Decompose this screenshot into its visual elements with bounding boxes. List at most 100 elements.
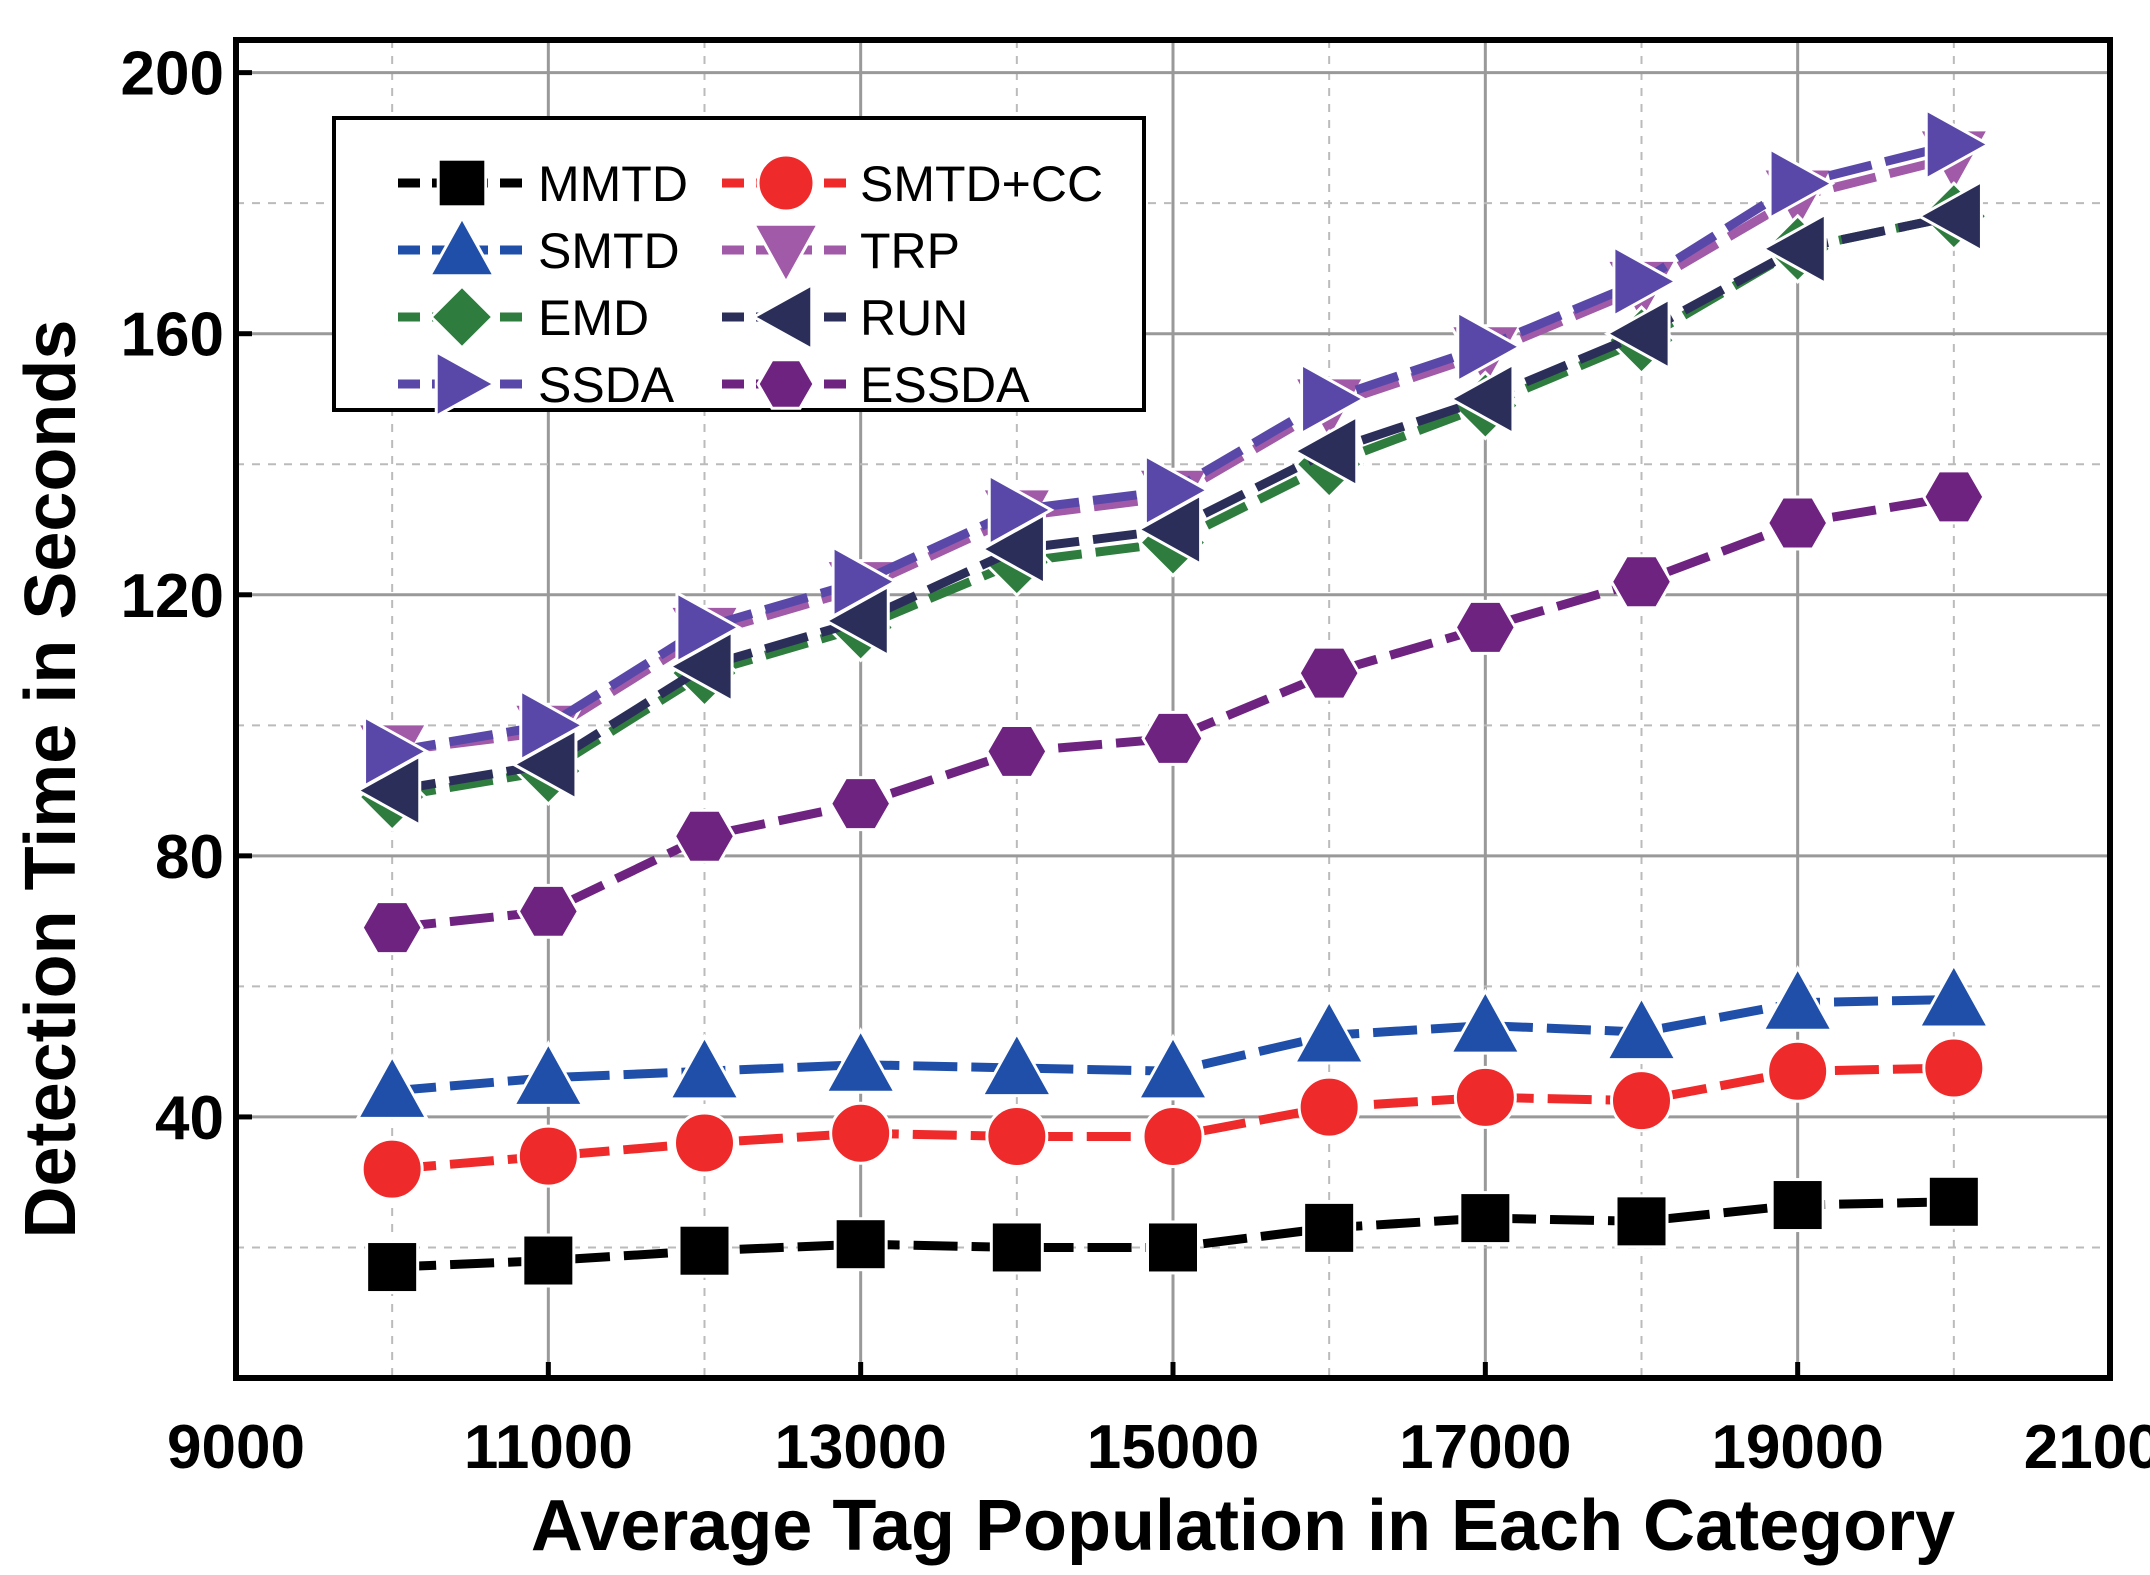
- data-point: [365, 1240, 420, 1295]
- data-point: [829, 1101, 893, 1165]
- series-ssda: [363, 107, 1992, 789]
- series-layer: [354, 107, 1992, 1295]
- data-point: [673, 1111, 736, 1175]
- series-essda: [360, 469, 1986, 956]
- legend-marker: [427, 214, 497, 278]
- data-point: [1146, 1220, 1200, 1275]
- axis-ticks: 9000 11000 13000 15000 17000 19000 21000 40 80 12…: [121, 40, 2150, 1482]
- y-axis-title: Detection Time in Seconds: [11, 320, 91, 1239]
- legend-label: ESSDA: [860, 357, 1030, 413]
- legend-item: TRP: [722, 222, 960, 286]
- y-tick-label: 40: [155, 1084, 224, 1153]
- series-line: [391, 492, 1955, 933]
- x-tick-label: 19000: [1711, 1413, 1883, 1482]
- data-point: [1924, 107, 1992, 182]
- data-point: [989, 1220, 1044, 1275]
- series-smtd-cc: [360, 1036, 1986, 1201]
- y-tick-label: 80: [155, 823, 224, 892]
- data-point: [1292, 997, 1367, 1065]
- legend-marker: [750, 282, 814, 352]
- data-point: [1141, 1105, 1205, 1169]
- legend-marker: [756, 153, 816, 213]
- legend-marker: [429, 284, 495, 350]
- data-point: [677, 1223, 732, 1278]
- legend-marker: [751, 222, 821, 286]
- data-point: [667, 1033, 742, 1101]
- data-point: [1141, 710, 1205, 766]
- data-point: [1453, 1065, 1517, 1129]
- data-point: [987, 472, 1055, 547]
- data-point: [979, 1030, 1054, 1098]
- data-point: [1760, 211, 1827, 286]
- data-point: [516, 1124, 580, 1188]
- data-point: [1760, 965, 1835, 1032]
- legend-item: SMTD: [398, 214, 680, 279]
- legend-item: RUN: [722, 282, 968, 352]
- data-point: [1609, 554, 1674, 610]
- y-tick-label: 160: [121, 301, 224, 370]
- data-point: [675, 590, 743, 665]
- x-tick-label: 11000: [464, 1413, 633, 1482]
- data-point: [360, 900, 424, 956]
- data-point: [360, 1137, 424, 1201]
- data-point: [1297, 1075, 1361, 1139]
- data-point: [1765, 495, 1830, 551]
- data-point: [1610, 1069, 1673, 1133]
- data-point: [1447, 361, 1515, 437]
- data-point: [1300, 361, 1367, 437]
- legend-marker: [436, 157, 488, 209]
- legend-item: EMD: [398, 284, 649, 350]
- data-point: [1770, 1178, 1825, 1233]
- legend-item: ESSDA: [722, 357, 1030, 413]
- data-point: [1916, 179, 1983, 254]
- data-point: [1458, 1191, 1513, 1246]
- series-smtd: [355, 961, 1991, 1120]
- data-point: [516, 883, 581, 939]
- legend-marker: [756, 358, 816, 410]
- legend-label: SMTD+CC: [860, 156, 1103, 212]
- data-point: [521, 1233, 576, 1288]
- legend-label: MMTD: [538, 156, 688, 212]
- data-point: [833, 1217, 888, 1272]
- data-point: [1768, 146, 1836, 221]
- data-point: [831, 544, 899, 619]
- data-point: [1926, 1174, 1981, 1229]
- data-point: [1603, 296, 1671, 371]
- series-mmtd: [365, 1174, 1981, 1295]
- x-axis-title: Average Tag Population in Each Category: [531, 1486, 1955, 1566]
- data-point: [1291, 414, 1359, 489]
- data-point: [1448, 987, 1523, 1055]
- legend-label: EMD: [538, 290, 649, 346]
- legend-label: TRP: [860, 223, 960, 279]
- data-point: [1135, 1033, 1211, 1101]
- data-point: [672, 808, 737, 864]
- data-point: [823, 1027, 898, 1094]
- data-point: [1916, 961, 1991, 1029]
- x-tick-label: 17000: [1399, 1413, 1571, 1482]
- data-point: [1922, 469, 1986, 525]
- data-point: [355, 1053, 430, 1120]
- legend-marker: [434, 349, 498, 419]
- data-point: [1612, 244, 1680, 319]
- legend-label: SSDA: [538, 357, 675, 413]
- data-point: [1297, 645, 1361, 701]
- data-point: [985, 723, 1049, 779]
- data-point: [1143, 453, 1211, 528]
- legend-label: RUN: [860, 290, 968, 346]
- legend-item: MMTD: [398, 156, 688, 212]
- data-point: [1456, 309, 1523, 384]
- x-tick-label: 15000: [1087, 1413, 1259, 1482]
- data-point: [985, 1105, 1049, 1169]
- legend: MMTD SMTD+CC SMTD TRP EMD RUN SSDA ESSDA: [332, 116, 1146, 419]
- y-tick-label: 200: [121, 40, 224, 109]
- data-point: [828, 776, 893, 832]
- data-point: [1922, 1036, 1986, 1100]
- legend-label: SMTD: [538, 223, 680, 279]
- data-point: [511, 1040, 586, 1107]
- data-point: [1614, 1194, 1669, 1249]
- legend-item: SMTD+CC: [722, 153, 1103, 213]
- legend-item: SSDA: [398, 349, 675, 419]
- y-tick-label: 120: [121, 562, 224, 631]
- data-point: [363, 714, 430, 789]
